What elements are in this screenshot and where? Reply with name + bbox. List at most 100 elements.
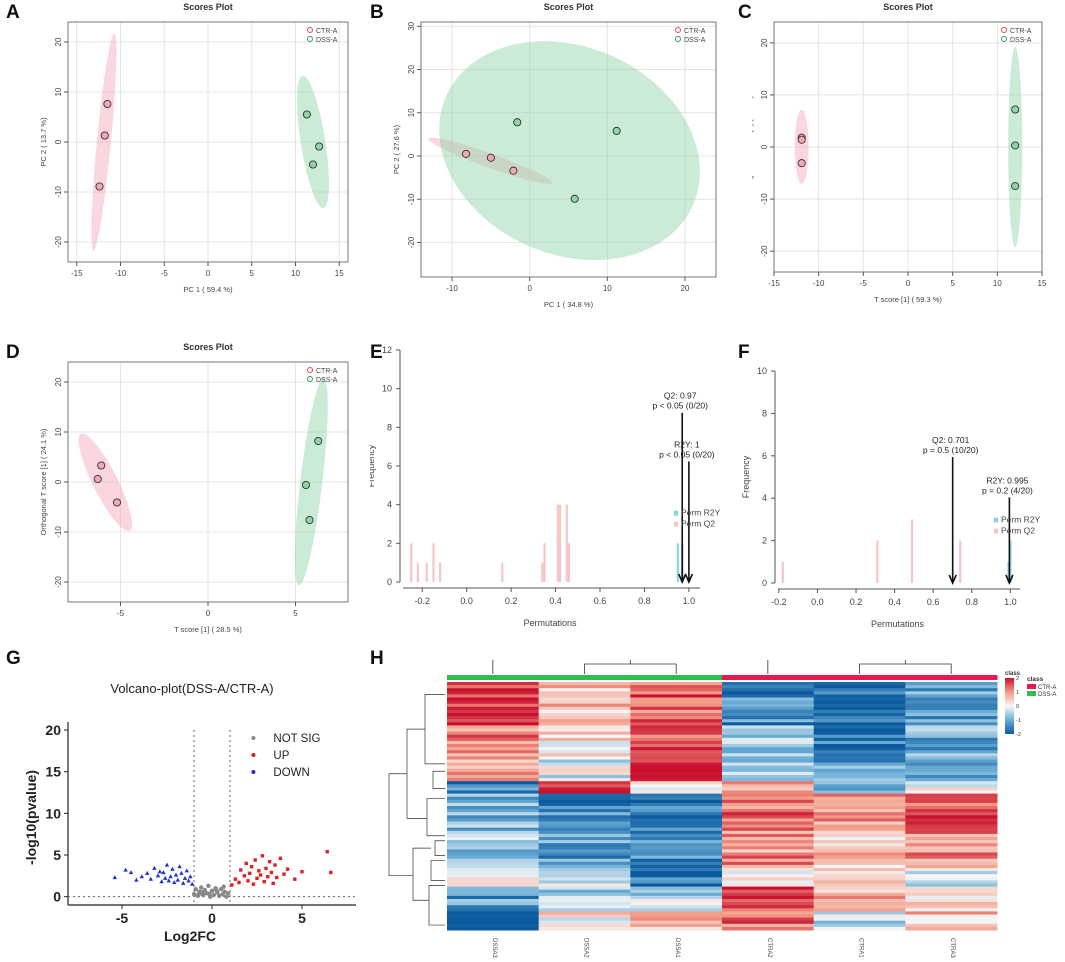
chart-b-ylabel: PC 2 ( 27.6 %) bbox=[392, 124, 401, 174]
chart-e-ytick-label: 2 bbox=[387, 538, 392, 548]
chart-h-cell bbox=[813, 775, 906, 779]
chart-e-bar-perm-q2 bbox=[425, 562, 428, 582]
chart-h-cell bbox=[722, 703, 815, 708]
chart-f-bar-perm-r2y bbox=[1007, 561, 1010, 583]
chart-b-ellipse-dss-a bbox=[439, 41, 700, 261]
chart-h-cell bbox=[538, 682, 631, 686]
chart-h-cell bbox=[630, 815, 723, 819]
chart-b-ytick-label: 0 bbox=[407, 153, 416, 158]
chart-a-xtick-label: -15 bbox=[71, 269, 83, 278]
chart-h-cell bbox=[630, 855, 723, 860]
chart-h-cell bbox=[813, 861, 906, 866]
chart-h-cell bbox=[447, 852, 540, 857]
chart-h-cell bbox=[447, 926, 540, 931]
chart-h-column-label: CTRA1 bbox=[858, 938, 864, 958]
chart-h-cell bbox=[447, 716, 540, 720]
chart-h-cell bbox=[538, 812, 631, 816]
chart-h-class-swatch bbox=[1027, 684, 1036, 689]
chart-h-cell bbox=[538, 861, 631, 866]
chart-h-cell bbox=[813, 840, 906, 844]
chart-h-cell bbox=[813, 790, 906, 795]
chart-d-title: Scores Plot bbox=[183, 342, 233, 352]
chart-h-row-dendrogram bbox=[434, 840, 445, 856]
chart-d-point-ctr-a bbox=[93, 474, 102, 483]
chart-h-cell bbox=[538, 824, 631, 829]
chart-h-cell bbox=[630, 858, 723, 863]
chart-c-legend-label: DSS-A bbox=[1010, 37, 1032, 44]
chart-h-cell bbox=[722, 818, 815, 822]
chart-h-cell bbox=[447, 771, 540, 776]
chart-h-cell bbox=[905, 756, 998, 760]
chart-h-cell bbox=[447, 728, 540, 733]
chart-h-cell bbox=[722, 765, 815, 770]
chart-h-cell bbox=[813, 750, 906, 754]
chart-c-point-ctr-a bbox=[797, 159, 806, 168]
chart-h-cell bbox=[813, 765, 906, 770]
chart-h-cell bbox=[905, 753, 998, 757]
chart-c-ytick-label: -10 bbox=[760, 193, 769, 205]
chart-h-cell bbox=[813, 806, 906, 810]
chart-h-cell bbox=[447, 706, 540, 711]
chart-h-cell bbox=[538, 871, 631, 875]
chart-h-cell bbox=[813, 725, 906, 729]
chart-h-cell bbox=[538, 740, 631, 745]
chart-g-point-up bbox=[257, 869, 261, 873]
chart-h-cell bbox=[447, 750, 540, 754]
chart-g-point-up bbox=[253, 858, 257, 862]
chart-h-cell bbox=[538, 778, 631, 782]
chart-h-cell bbox=[905, 725, 998, 729]
chart-f-bar-perm-q2 bbox=[910, 519, 914, 583]
chart-h-cell bbox=[905, 697, 998, 702]
chart-h-cell bbox=[630, 694, 723, 698]
chart-c-xtick-label: 0 bbox=[906, 279, 911, 288]
chart-h-cell bbox=[630, 852, 723, 857]
chart-h-cell bbox=[630, 784, 723, 788]
chart-h-cell bbox=[722, 716, 815, 720]
chart-g-point-down bbox=[184, 868, 189, 873]
chart-h-cell bbox=[722, 694, 815, 698]
chart-h-cell bbox=[722, 908, 815, 912]
chart-h-cell bbox=[538, 809, 631, 813]
chart-h-cell bbox=[538, 796, 631, 801]
chart-h-cell bbox=[813, 700, 906, 705]
chart-a-ytick-label: -20 bbox=[54, 236, 63, 248]
chart-b-legend-marker bbox=[675, 36, 681, 42]
chart-h-cell bbox=[813, 722, 906, 726]
chart-h-cell bbox=[722, 852, 815, 857]
chart-h-cell bbox=[630, 740, 723, 745]
chart-h-cell bbox=[630, 818, 723, 822]
chart-h-cell bbox=[905, 914, 998, 919]
chart-h-cell bbox=[722, 691, 815, 695]
chart-h-cell bbox=[630, 837, 723, 841]
chart-h-cell bbox=[447, 744, 540, 748]
chart-g-point-up bbox=[258, 873, 263, 877]
chart-h-cell bbox=[813, 892, 906, 897]
chart-f-xtick-label: 1.0 bbox=[1004, 597, 1017, 607]
chart-e-ytick-label: 6 bbox=[387, 461, 392, 471]
chart-h-cell bbox=[722, 871, 815, 875]
chart-h-cell bbox=[905, 815, 998, 819]
chart-h-cell bbox=[538, 753, 631, 757]
chart-h-cell bbox=[905, 920, 998, 925]
chart-h-cell bbox=[630, 703, 723, 708]
chart-h-cell bbox=[813, 753, 906, 757]
chart-h-column-label: CTRA2 bbox=[766, 938, 772, 958]
chart-h-cell bbox=[630, 923, 723, 928]
chart-h-cell bbox=[538, 908, 631, 912]
chart-h-cell bbox=[538, 849, 631, 853]
chart-h-cell bbox=[538, 688, 631, 692]
chart-g-point-up bbox=[293, 877, 297, 881]
chart-h-cell bbox=[447, 790, 540, 795]
chart-h-cell bbox=[722, 713, 815, 717]
chart-h-cell bbox=[722, 855, 815, 860]
chart-h-cell bbox=[722, 778, 815, 782]
chart-h-cell bbox=[905, 886, 998, 891]
chart-b-point-dss-a bbox=[570, 194, 579, 203]
chart-d-legend-label: CTR-A bbox=[316, 368, 338, 375]
chart-h-column-label: CTRA3 bbox=[949, 938, 955, 958]
chart-f-ylabel: Frequency bbox=[741, 455, 751, 498]
chart-h-cell bbox=[813, 706, 906, 711]
chart-g-point-down bbox=[134, 877, 139, 882]
panel-label-h: H bbox=[370, 648, 384, 669]
chart-b-ytick-label: -10 bbox=[407, 193, 416, 205]
